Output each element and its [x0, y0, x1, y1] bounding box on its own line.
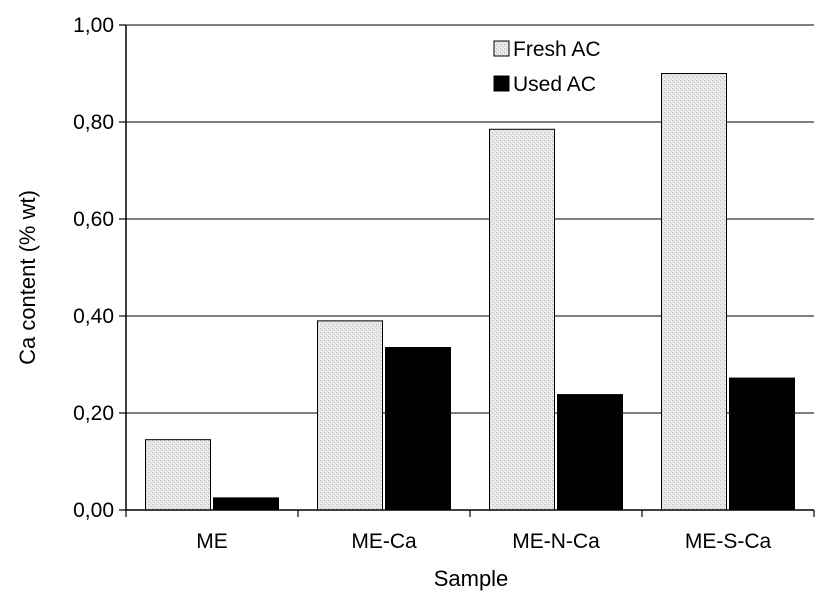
x-axis-label: Sample [434, 566, 509, 591]
y-tick-label: 0,60 [73, 208, 114, 231]
bar-used-ac-me [213, 497, 279, 511]
y-axis-label: Ca content (% wt) [15, 190, 40, 365]
legend-box [480, 30, 660, 110]
x-tick-labels: ME ME-Ca ME-N-Ca ME-S-Ca [196, 530, 771, 553]
x-tick-label: ME-S-Ca [685, 530, 772, 553]
x-tick-label: ME-N-Ca [512, 530, 600, 553]
legend: Fresh AC Used AC [480, 30, 660, 110]
y-tick-label: 0,00 [73, 499, 114, 522]
bar-fresh-ac-me [145, 439, 211, 511]
bar-fresh-ac-me-ca [317, 320, 383, 511]
x-tick-label: ME-Ca [351, 530, 417, 553]
bar-used-ac-me-n-ca [557, 394, 623, 511]
bar-fresh-ac-me-s-ca [661, 73, 727, 511]
x-tick-label: ME [196, 530, 228, 553]
legend-swatch-used-ac [493, 75, 510, 92]
y-tick-label: 1,00 [73, 14, 114, 37]
y-tick-label: 0,80 [73, 111, 114, 134]
bar-fresh-ac-me-n-ca [489, 128, 555, 511]
axes [119, 24, 815, 517]
bar-used-ac-me-s-ca [729, 377, 795, 511]
y-tick-label: 0,40 [73, 305, 114, 328]
legend-label-fresh-ac: Fresh AC [513, 38, 601, 61]
legend-swatch-fresh-ac [493, 40, 510, 57]
bars [145, 73, 795, 511]
y-tick-label: 0,20 [73, 402, 114, 425]
legend-label-used-ac: Used AC [513, 73, 596, 96]
bar-used-ac-me-ca [385, 347, 451, 511]
y-tick-labels: 0,00 0,20 0,40 0,60 0,80 1,00 [73, 14, 114, 522]
